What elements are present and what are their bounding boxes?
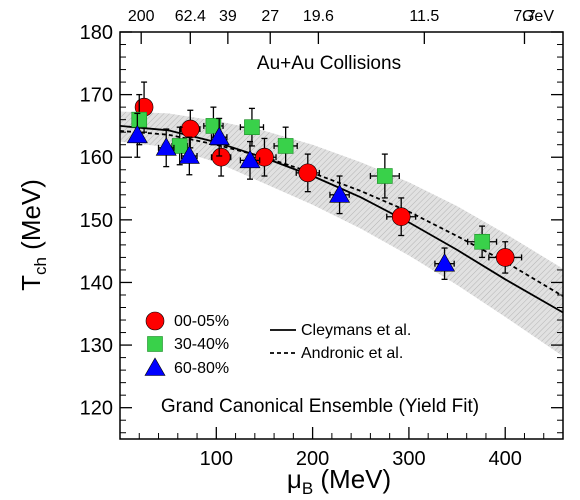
y-tick-label: 150 [80, 210, 113, 232]
data-point-00-05-6 [488, 241, 523, 274]
top-tick-label: 62.4 [175, 8, 206, 25]
footer-text: Grand Canonical Ensemble (Yield Fit) [161, 396, 479, 417]
y-tick-label: 170 [80, 85, 113, 107]
marker-30-40 [377, 168, 393, 184]
data-point-30-40-5 [369, 153, 400, 199]
data-point-30-40-3 [239, 107, 265, 147]
marker-30-40 [205, 118, 222, 134]
y-tick-label: 180 [80, 22, 113, 44]
y-axis-title: Tch (MeV) [16, 179, 50, 291]
data-point-60-80-0 [126, 112, 148, 158]
marker-30-40 [474, 233, 490, 250]
marker-30-40 [244, 119, 260, 135]
top-tick-label: 7.7 [513, 8, 535, 25]
x-tick-label: 100 [200, 448, 233, 470]
x-tick-label: 200 [296, 448, 329, 470]
data-point-30-40-6 [467, 225, 498, 259]
legend-label-30-40: 30-40% [174, 336, 229, 353]
marker-60-80 [178, 145, 200, 164]
top-tick-label: 27 [261, 8, 279, 25]
legend-markers [144, 311, 166, 376]
curve-andronic [119, 130, 564, 297]
legend-marker-60-80 [144, 357, 166, 376]
data-point-60-80-4 [239, 140, 261, 180]
legend-label-cleymans: Cleymans et al. [301, 322, 411, 339]
legend-label-60-80: 60-80% [174, 360, 229, 377]
marker-00-05 [181, 119, 200, 139]
marker-00-05 [298, 163, 318, 183]
y-tick-label: 130 [80, 335, 113, 357]
data-point-60-80-3 [208, 117, 230, 157]
data-point-00-05-5 [386, 197, 417, 237]
legend-marker-30-40 [147, 336, 163, 352]
legend-marker-00-05 [145, 311, 165, 331]
marker-00-05 [255, 147, 274, 167]
data-point-60-80-5 [329, 175, 351, 215]
x-axis-title: μB (MeV) [287, 464, 391, 498]
x-tick-label: 300 [392, 448, 425, 470]
y-tick-label: 120 [80, 398, 113, 420]
plot-frame [119, 31, 564, 440]
confidence-band-layer [120, 111, 563, 357]
marker-60-80 [208, 126, 230, 145]
top-tick-label: 11.5 [409, 8, 439, 25]
marker-00-05 [391, 207, 411, 227]
data-point-60-80-6 [434, 247, 456, 280]
marker-60-80 [126, 124, 148, 144]
data-points-layer [126, 81, 523, 280]
marker-60-80 [239, 149, 261, 169]
data-point-00-05-4 [295, 153, 321, 193]
marker-00-05 [495, 248, 515, 267]
legend-label-andronic: Andronic et al. [301, 345, 403, 362]
data-point-30-40-4 [273, 126, 298, 166]
top-axis-unit: GeV [522, 8, 554, 25]
top-tick-label: 200 [128, 8, 155, 25]
legend-label-00-05: 00-05% [174, 313, 229, 330]
top-tick-label: 19.6 [303, 8, 334, 25]
data-point-60-80-2 [178, 136, 200, 176]
data-point-60-80-1 [155, 128, 177, 168]
x-tick-label: 400 [489, 448, 522, 470]
marker-30-40 [131, 111, 148, 128]
ticks-layer: 100 200 300 400 120 130 140 150 160 170 180 200 62.4… [80, 8, 564, 470]
top-tick-label: 39 [219, 8, 237, 25]
marker-60-80 [434, 253, 456, 272]
marker-30-40 [171, 138, 188, 154]
legend: 00-05% 30-40% 60-80% Cleymans et al. And… [144, 311, 411, 377]
y-tick-label: 140 [80, 272, 113, 294]
marker-60-80 [329, 184, 351, 203]
marker-30-40 [277, 138, 294, 154]
marker-60-80 [155, 137, 177, 156]
marker-00-05 [211, 147, 231, 167]
y-tick-label: 160 [80, 147, 113, 169]
confidence-band [120, 111, 563, 357]
annotation-text: Au+Au Collisions [257, 53, 401, 74]
